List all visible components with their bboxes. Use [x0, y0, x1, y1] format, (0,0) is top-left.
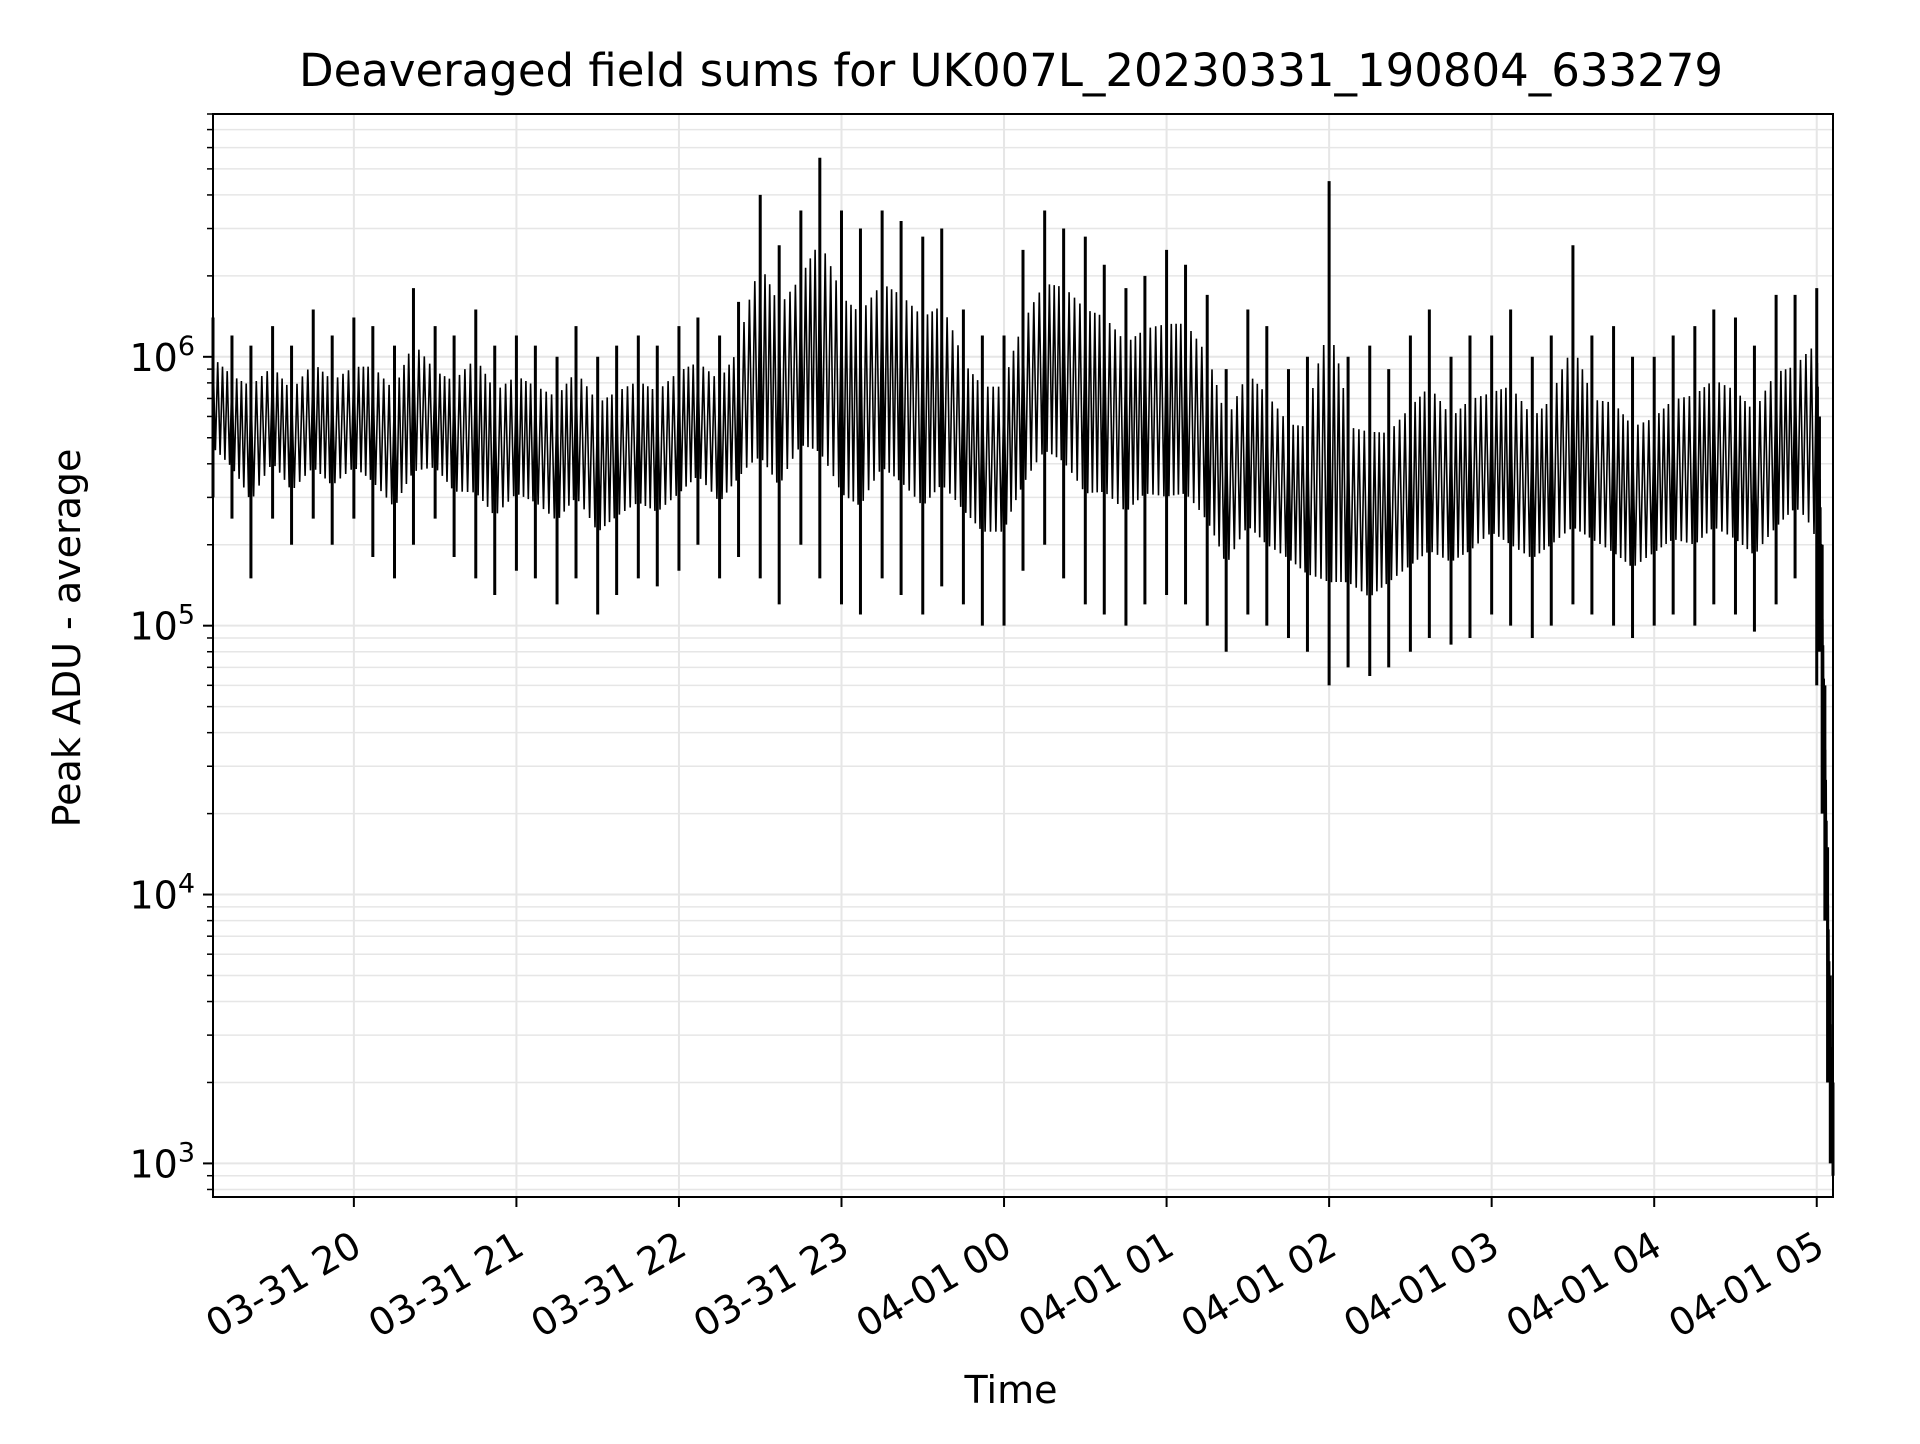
- y-tick-label: 106: [129, 331, 195, 380]
- y-tick-label: 104: [129, 869, 195, 918]
- y-axis-label: Peak ADU - average: [45, 449, 89, 828]
- chart-title: Deaveraged field sums for UK007L_2023033…: [299, 44, 1723, 97]
- x-axis-label: Time: [964, 1368, 1058, 1412]
- data-series-line: [212, 241, 1834, 1149]
- y-tick-label: 105: [129, 600, 195, 649]
- plot-area: [211, 157, 1835, 1176]
- y-tick-label: 103: [129, 1137, 195, 1186]
- axes-frame: [212, 113, 1834, 1198]
